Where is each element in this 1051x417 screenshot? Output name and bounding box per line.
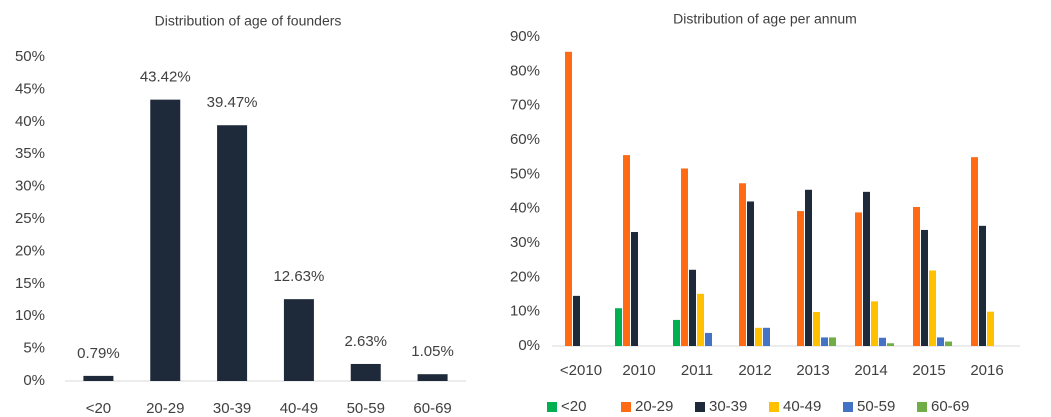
data-label: 39.47% — [207, 94, 258, 111]
y-tick-label: 10% — [15, 307, 45, 324]
bar — [747, 201, 754, 346]
bar — [871, 301, 878, 346]
y-tick-label: 5% — [23, 340, 45, 357]
x-tick-label: <2010 — [560, 362, 602, 379]
bar — [987, 311, 994, 346]
x-tick-label: 2010 — [622, 362, 655, 379]
y-tick-label: 30% — [15, 178, 45, 195]
y-tick-label: 20% — [510, 268, 540, 285]
legend-label: 20-29 — [635, 398, 673, 415]
y-tick-label: 40% — [510, 200, 540, 217]
data-label: 12.63% — [273, 268, 324, 285]
bar — [805, 189, 812, 346]
data-label: 2.63% — [344, 333, 387, 350]
bar — [979, 225, 986, 346]
legend-swatch — [769, 402, 779, 412]
bar — [565, 51, 572, 346]
bar — [921, 229, 928, 346]
bar — [887, 343, 894, 346]
bar — [763, 327, 770, 346]
bar — [913, 206, 920, 346]
bar — [797, 211, 804, 346]
x-tick-label: 2016 — [970, 362, 1003, 379]
y-tick-label: 40% — [15, 113, 45, 130]
bar — [813, 312, 820, 346]
chart-title: Distribution of age per annum — [673, 11, 857, 27]
bar — [705, 332, 712, 346]
bar — [217, 125, 248, 381]
x-tick-label: 2011 — [681, 362, 713, 379]
legend-swatch — [695, 402, 705, 412]
x-tick-label: 50-59 — [347, 400, 385, 417]
x-tick-label: 2015 — [912, 362, 945, 379]
x-tick-label: 30-39 — [213, 400, 251, 417]
legend-label: 60-69 — [931, 398, 969, 415]
bar — [937, 337, 944, 346]
y-tick-label: 80% — [510, 62, 540, 79]
bar — [929, 270, 936, 346]
bar — [689, 269, 696, 346]
bar — [673, 319, 680, 346]
bar — [681, 168, 688, 346]
y-tick-label: 0% — [23, 372, 45, 389]
y-tick-label: 90% — [510, 28, 540, 45]
bar — [879, 337, 886, 346]
y-tick-label: 0% — [518, 337, 540, 354]
bar — [739, 183, 746, 346]
y-tick-label: 70% — [510, 97, 540, 114]
bar — [863, 191, 870, 346]
legend-swatch — [843, 402, 853, 412]
legend-swatch — [547, 402, 557, 412]
data-label: 0.79% — [77, 345, 120, 362]
data-label: 43.42% — [140, 69, 191, 86]
y-tick-label: 50% — [15, 48, 45, 65]
y-tick-label: 30% — [510, 234, 540, 251]
legend-label: 40-49 — [783, 398, 821, 415]
x-tick-label: <20 — [86, 400, 111, 417]
bar — [829, 337, 836, 346]
bar — [150, 99, 181, 381]
bar — [821, 337, 828, 346]
legend-label: <20 — [561, 398, 586, 415]
bar — [623, 155, 630, 346]
data-label: 1.05% — [411, 343, 454, 360]
legend-swatch — [621, 402, 631, 412]
bar — [755, 327, 762, 346]
y-tick-label: 60% — [510, 131, 540, 148]
bar — [350, 363, 381, 381]
bar — [615, 308, 622, 346]
legend-swatch — [917, 402, 927, 412]
bar — [945, 341, 952, 346]
x-tick-label: 60-69 — [413, 400, 451, 417]
y-tick-label: 45% — [15, 80, 45, 97]
legend-label: 30-39 — [709, 398, 747, 415]
x-tick-label: 2012 — [738, 362, 771, 379]
chart-title: Distribution of age of founders — [155, 13, 342, 29]
bar — [283, 299, 314, 381]
y-tick-label: 50% — [510, 165, 540, 182]
y-tick-label: 35% — [15, 145, 45, 162]
bar — [83, 375, 114, 381]
x-tick-label: 20-29 — [146, 400, 184, 417]
x-tick-label: 40-49 — [280, 400, 318, 417]
bar — [971, 157, 978, 346]
bar — [573, 295, 580, 346]
legend-label: 50-59 — [857, 398, 895, 415]
x-tick-label: 2013 — [796, 362, 829, 379]
bar — [855, 212, 862, 346]
y-tick-label: 25% — [15, 210, 45, 227]
y-tick-label: 20% — [15, 242, 45, 259]
bar — [697, 293, 704, 346]
y-tick-label: 15% — [15, 275, 45, 292]
x-tick-label: 2014 — [854, 362, 887, 379]
bar — [631, 232, 638, 346]
bar — [417, 374, 448, 381]
y-tick-label: 10% — [510, 303, 540, 320]
